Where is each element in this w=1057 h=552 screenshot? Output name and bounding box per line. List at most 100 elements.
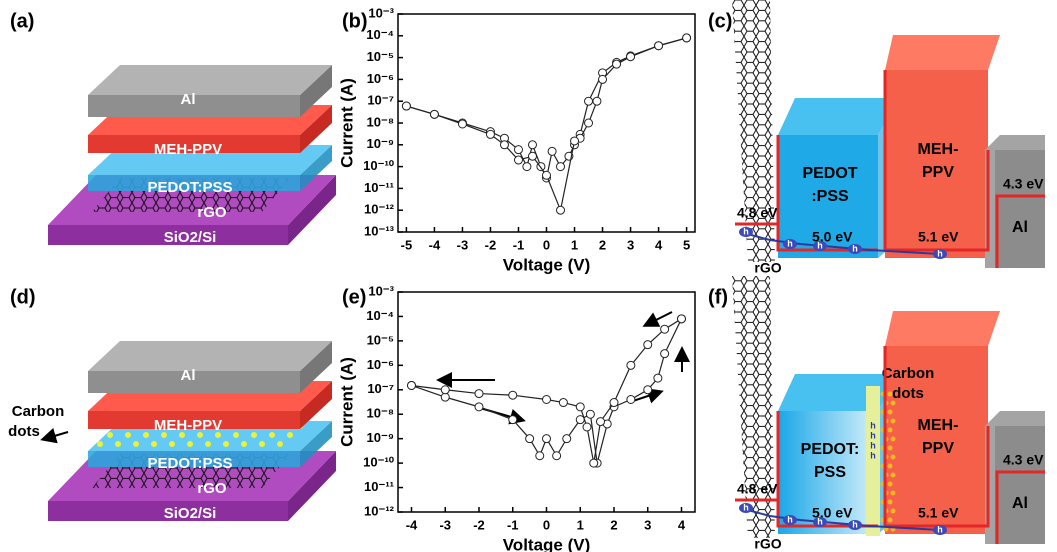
panel-label: (b) xyxy=(342,10,368,32)
hole xyxy=(848,520,862,530)
layer-side xyxy=(300,341,332,393)
layer-label: SiO2/Si xyxy=(164,229,217,246)
x-tick-label: -2 xyxy=(473,517,485,532)
hole-label: h xyxy=(870,420,876,430)
energy-level xyxy=(735,135,878,252)
layer-top xyxy=(88,341,332,371)
pedot-label: :PSS xyxy=(811,188,849,205)
x-tick-label: 4 xyxy=(678,517,686,532)
layer-top xyxy=(88,65,332,95)
data-point xyxy=(589,458,599,468)
hole xyxy=(848,244,862,254)
x-tick-label: 1 xyxy=(571,237,578,252)
meh-label: PPV xyxy=(922,440,954,457)
data-point xyxy=(556,162,566,172)
hole-label: h xyxy=(852,243,858,253)
carbon-dot xyxy=(233,432,239,438)
layer-front xyxy=(88,175,300,191)
y-axis-label: Current (A) xyxy=(337,357,356,447)
energy-level xyxy=(735,411,878,528)
carbon-dot xyxy=(133,441,139,447)
data-point xyxy=(682,33,692,43)
hole-path xyxy=(739,231,941,255)
hole xyxy=(783,239,797,249)
layer-side xyxy=(300,65,332,117)
layer-label: rGO xyxy=(197,480,227,497)
data-point xyxy=(542,395,551,405)
y-tick-label: 10⁻⁷ xyxy=(367,93,394,108)
x-tick-label: 0 xyxy=(543,237,550,252)
energy-label: 5.0 eV xyxy=(812,229,853,245)
hole xyxy=(813,241,827,251)
carbon-dot xyxy=(890,454,896,460)
layer-side xyxy=(288,175,336,245)
carbon-dot xyxy=(125,432,131,438)
layer-side xyxy=(288,451,336,521)
y-tick-label: 10⁻⁶ xyxy=(367,357,394,372)
hole-label: h xyxy=(852,519,858,529)
x-tick-label: 1 xyxy=(577,517,584,532)
x-tick-label: -3 xyxy=(439,517,451,532)
data-point xyxy=(626,360,636,370)
x-tick-label: 5 xyxy=(683,237,690,252)
hole-label: h xyxy=(937,524,943,534)
data-point xyxy=(585,409,595,419)
layer-side xyxy=(300,105,332,153)
data-point xyxy=(513,155,523,165)
carbon-dot xyxy=(251,432,257,438)
data-point xyxy=(535,451,545,461)
hole-label: h xyxy=(870,450,876,460)
carbon-dot xyxy=(887,427,893,433)
carbon-dot xyxy=(151,441,157,447)
carbon-dot xyxy=(161,432,167,438)
energy-label: 4.3 eV xyxy=(1003,452,1044,468)
dots-label: Carbon xyxy=(12,403,65,420)
panel-label: (f) xyxy=(708,286,728,308)
data-point xyxy=(598,74,608,84)
layer-label: PEDOT:PSS xyxy=(147,455,232,472)
x-tick-label: -3 xyxy=(457,237,469,252)
y-tick-label: 10⁻⁶ xyxy=(367,71,394,86)
iv-curve xyxy=(406,37,687,213)
data-point xyxy=(474,402,484,412)
data-point xyxy=(440,385,450,395)
data-point xyxy=(407,380,416,390)
layer-side xyxy=(300,145,332,191)
data-point xyxy=(485,129,495,139)
carbon-dot xyxy=(97,441,103,447)
layer-label: MEH-PPV xyxy=(154,417,222,434)
x-axis-label: Voltage (V) xyxy=(503,255,591,274)
rgo-sheet xyxy=(732,0,775,262)
layer-side xyxy=(300,381,332,429)
panel-label: (c) xyxy=(708,10,732,32)
y-tick-label: 10⁻⁹ xyxy=(367,430,395,445)
y-tick-label: 10⁻⁴ xyxy=(366,308,394,323)
carbon-dot xyxy=(887,463,893,469)
data-point xyxy=(677,314,686,324)
y-tick-label: 10⁻¹¹ xyxy=(364,180,394,195)
layer-front xyxy=(88,95,300,117)
dots-label: dots xyxy=(892,385,924,402)
carbon-dot xyxy=(205,441,211,447)
layer-front xyxy=(88,411,300,429)
data-point xyxy=(556,205,566,215)
energy-label: 5.1 eV xyxy=(918,505,959,521)
y-tick-label: 10⁻¹² xyxy=(364,503,395,518)
data-point xyxy=(660,324,670,334)
panel-label: (d) xyxy=(10,286,36,308)
carbon-dot xyxy=(887,517,893,523)
layer-label: MEH-PPV xyxy=(154,141,222,158)
pedot-label: PSS xyxy=(814,464,846,481)
y-tick-label: 10⁻⁸ xyxy=(367,406,394,421)
y-tick-label: 10⁻⁵ xyxy=(367,332,394,347)
meh-top xyxy=(885,311,1000,346)
data-point xyxy=(508,415,518,425)
carbon-dot xyxy=(287,432,293,438)
data-point xyxy=(522,162,532,172)
al-front xyxy=(995,426,1045,544)
x-tick-label: 2 xyxy=(610,517,617,532)
data-point xyxy=(508,390,518,400)
energy-level xyxy=(995,194,1045,268)
dots-arrow xyxy=(40,427,69,444)
rgo-sheet xyxy=(732,276,775,538)
